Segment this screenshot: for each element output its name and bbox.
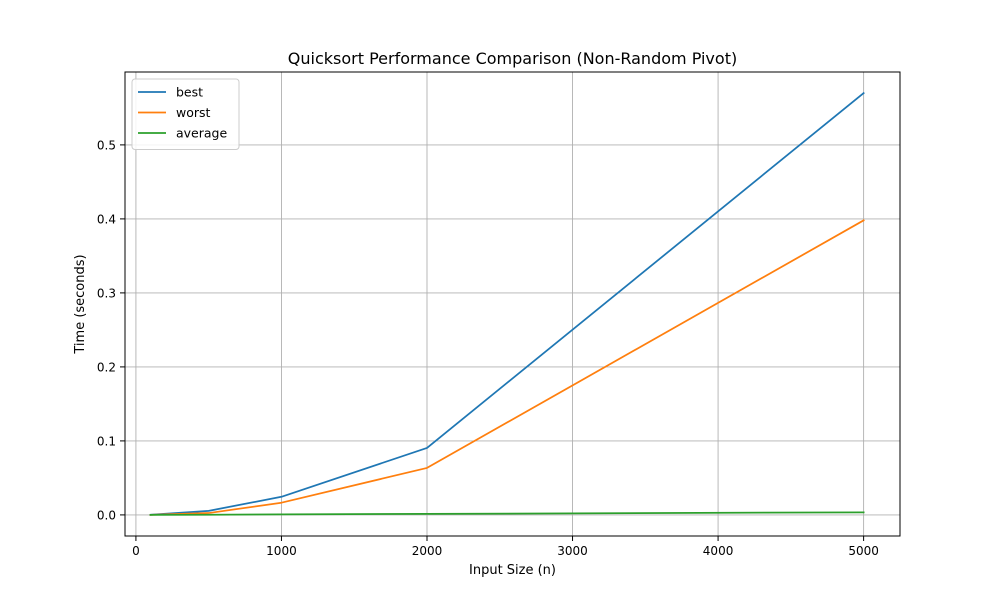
series-layer [149, 91, 865, 516]
chart-title: Quicksort Performance Comparison (Non-Ra… [288, 49, 737, 68]
x-tick-label: 4000 [703, 544, 734, 558]
plot-frame [124, 71, 901, 537]
y-tick-label: 0.3 [97, 286, 116, 300]
x-tick-label: 2000 [412, 544, 443, 558]
legend-label-best: best [176, 85, 203, 100]
legend: best worst average [131, 78, 240, 150]
y-tick-label: 0.2 [97, 360, 116, 374]
x-axis-label: Input Size (n) [469, 563, 556, 578]
x-tick-label: 0 [132, 544, 140, 558]
legend-label-average: average [176, 126, 227, 141]
y-axis-label: Time (seconds) [73, 254, 88, 354]
legend-box [131, 78, 240, 150]
legend-label-worst: worst [176, 105, 211, 120]
grid-layer [125, 72, 900, 536]
x-tick-label: 5000 [848, 544, 879, 558]
x-tick-label: 3000 [557, 544, 588, 558]
y-tick-label: 0.1 [97, 434, 116, 448]
series-line-average [149, 511, 865, 516]
series-line-worst [149, 219, 865, 516]
tick-layer: 0 1000 2000 3000 4000 5000 0.0 0.1 0.2 0.3 0.4 0.5 [97, 138, 879, 558]
series-line-best [149, 91, 865, 516]
y-tick-label: 0.4 [97, 212, 116, 226]
y-tick-label: 0.5 [97, 138, 116, 152]
y-tick-label: 0.0 [97, 508, 116, 522]
x-tick-label: 1000 [266, 544, 297, 558]
